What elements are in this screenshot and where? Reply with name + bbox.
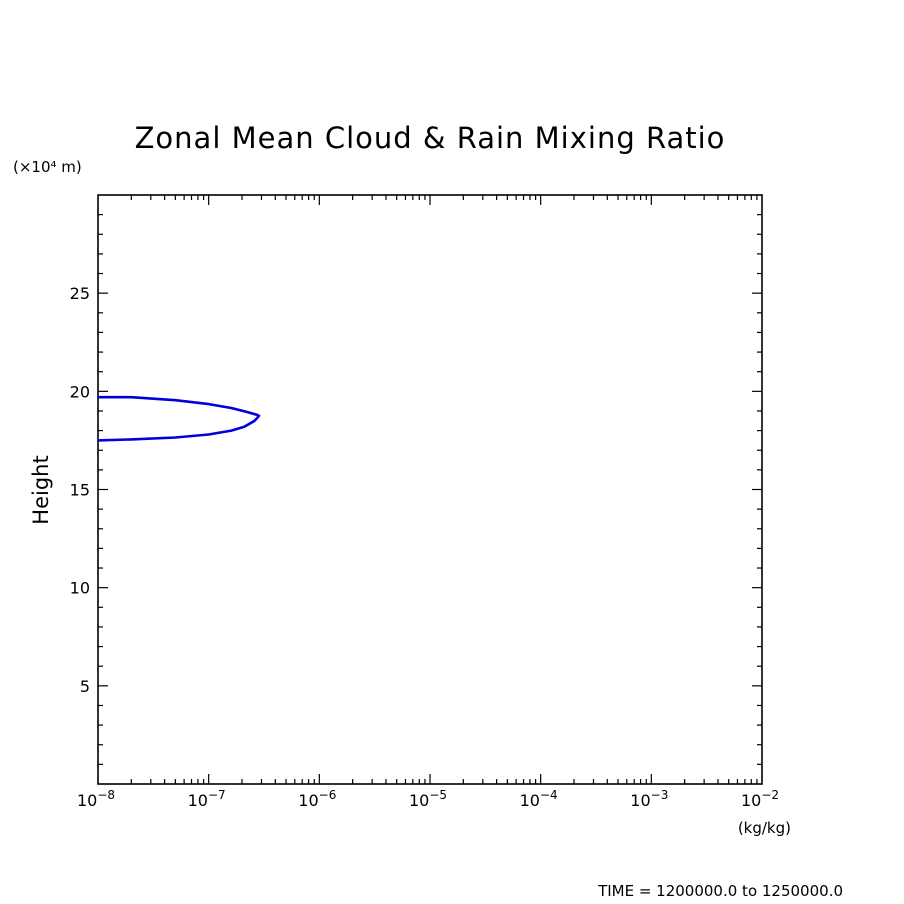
- y-tick-label: 25: [70, 284, 90, 303]
- y-tick-label: 10: [70, 579, 90, 598]
- x-tick-label: 10−8: [77, 788, 115, 810]
- y-tick-label: 15: [70, 481, 90, 500]
- y-axis-units: (×10⁴ m): [13, 158, 82, 176]
- y-axis-label: Height: [29, 455, 53, 524]
- y-tick-labels: 5 10 15 20 25: [70, 284, 90, 696]
- plot-frame: [97, 194, 763, 785]
- y-tick-label: 5: [80, 677, 90, 696]
- x-tick-label: 10−4: [520, 788, 558, 810]
- x-tick-labels: 10−8 10−7 10−6 10−5 10−4 10−3 10−2: [77, 788, 779, 810]
- data-series: [97, 395, 261, 442]
- y-tick-label: 20: [70, 382, 90, 401]
- x-tick-label: 10−3: [630, 788, 668, 810]
- chart-title: Zonal Mean Cloud & Rain Mixing Ratio: [135, 121, 726, 155]
- x-tick-label: 10−2: [741, 788, 779, 810]
- x-axis-units: (kg/kg): [738, 819, 791, 837]
- x-tick-label: 10−5: [409, 788, 447, 810]
- x-tick-label: 10−7: [188, 788, 226, 810]
- time-range-text: TIME = 1200000.0 to 1250000.0: [597, 882, 843, 900]
- x-tick-label: 10−6: [298, 788, 336, 810]
- axis-ticks: [98, 195, 762, 784]
- series-line: [97, 395, 261, 442]
